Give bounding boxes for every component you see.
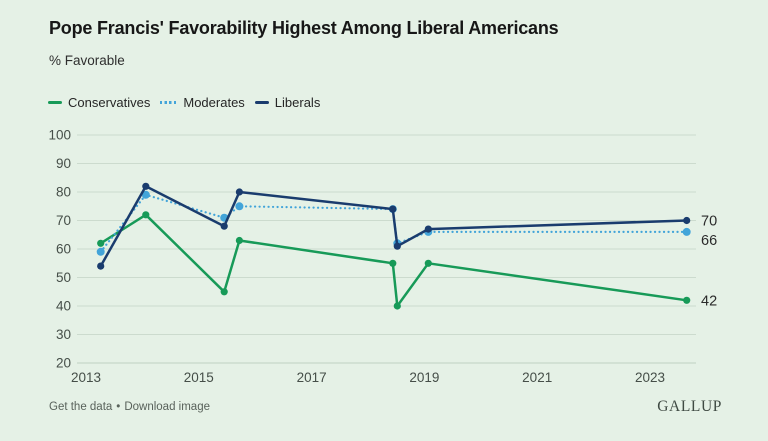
x-tick-label: 2015	[184, 370, 214, 385]
series-line-moderates	[99, 193, 688, 253]
series-line-liberals	[99, 185, 688, 268]
data-point-liberals	[97, 262, 105, 270]
data-point-conservatives	[424, 259, 432, 267]
data-point-liberals	[142, 182, 150, 190]
end-value-label-moderates: 66	[701, 233, 717, 249]
legend-label: Liberals	[274, 95, 321, 110]
data-point-conservatives	[683, 296, 691, 304]
footer-separator: •	[116, 401, 121, 413]
data-point-liberals	[220, 222, 228, 230]
legend-label: Conservatives	[68, 95, 151, 110]
data-point-moderates	[141, 190, 150, 199]
data-point-moderates	[682, 227, 691, 236]
chart-legend: Conservatives Moderates Liberals	[48, 95, 320, 110]
y-tick-label: 90	[56, 156, 71, 171]
y-tick-label: 50	[56, 270, 71, 285]
legend-item-moderates: Moderates	[160, 95, 245, 110]
data-point-conservatives	[235, 236, 243, 245]
end-value-label-conservatives: 42	[701, 293, 717, 309]
data-point-liberals	[683, 216, 691, 225]
data-point-conservatives	[393, 302, 401, 310]
legend-swatch-dotted	[160, 101, 178, 104]
favorability-line-chart: 20 30 40 50 60 70 80 90 100 2013 2015 2017 2019 2021 2…	[48, 128, 717, 385]
gallup-logo: GALLUP	[657, 398, 722, 415]
page-title: Pope Francis' Favorability Highest Among…	[49, 18, 559, 38]
x-tick-label: 2021	[522, 370, 552, 385]
x-tick-label: 2013	[71, 370, 101, 385]
legend-item-liberals: Liberals	[254, 95, 321, 110]
get-the-data-link[interactable]: Get the data	[49, 401, 113, 413]
y-tick-label: 100	[48, 128, 71, 143]
x-tick-label: 2017	[297, 370, 327, 385]
legend-swatch-solid	[254, 101, 269, 104]
y-tick-label: 40	[56, 299, 71, 314]
series-line-conservatives	[99, 213, 688, 308]
y-tick-label: 30	[56, 327, 71, 342]
chart-subtitle: % Favorable	[49, 53, 125, 68]
legend-swatch-solid	[48, 101, 62, 104]
data-point-conservatives	[389, 259, 397, 267]
x-tick-label: 2023	[635, 370, 665, 385]
x-tick-label: 2019	[409, 370, 439, 385]
data-point-liberals	[393, 242, 401, 250]
legend-item-conservatives: Conservatives	[48, 95, 150, 110]
data-point-liberals	[424, 225, 432, 233]
y-tick-label: 60	[56, 242, 71, 257]
download-image-link[interactable]: Download image	[124, 401, 210, 413]
data-point-moderates	[235, 202, 244, 211]
data-point-moderates	[96, 247, 105, 256]
legend-label: Moderates	[183, 95, 245, 110]
y-tick-label: 70	[56, 213, 71, 228]
y-tick-label: 20	[56, 356, 71, 371]
end-value-label-liberals: 70	[701, 214, 717, 230]
data-point-liberals	[389, 205, 397, 213]
data-point-conservatives	[142, 211, 150, 219]
data-point-liberals	[235, 188, 243, 196]
footer-links: Get the data • Download image	[49, 401, 210, 413]
data-point-conservatives	[97, 239, 105, 247]
data-point-conservatives	[220, 288, 228, 296]
y-tick-label: 80	[56, 185, 71, 200]
